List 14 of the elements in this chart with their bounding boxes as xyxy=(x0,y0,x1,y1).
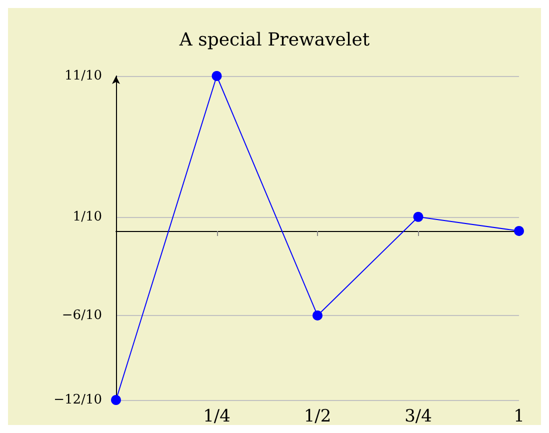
y-tick-label: −12/10 xyxy=(54,392,102,408)
point xyxy=(514,226,524,236)
x-tick-label: 1/4 xyxy=(203,406,230,426)
y-tick-label: 1/10 xyxy=(72,209,102,224)
x-tick-label: 3/4 xyxy=(404,406,432,426)
point xyxy=(111,395,121,405)
point xyxy=(413,212,424,222)
x-tick-label: 1 xyxy=(514,406,524,426)
y-tick-label: −6/10 xyxy=(62,308,102,323)
point xyxy=(312,310,322,320)
point xyxy=(212,71,222,81)
x-tick-label: 1/2 xyxy=(304,406,332,426)
y-tick-label: 11/10 xyxy=(64,68,102,84)
chart-title: A special Prewavelet xyxy=(178,30,370,50)
